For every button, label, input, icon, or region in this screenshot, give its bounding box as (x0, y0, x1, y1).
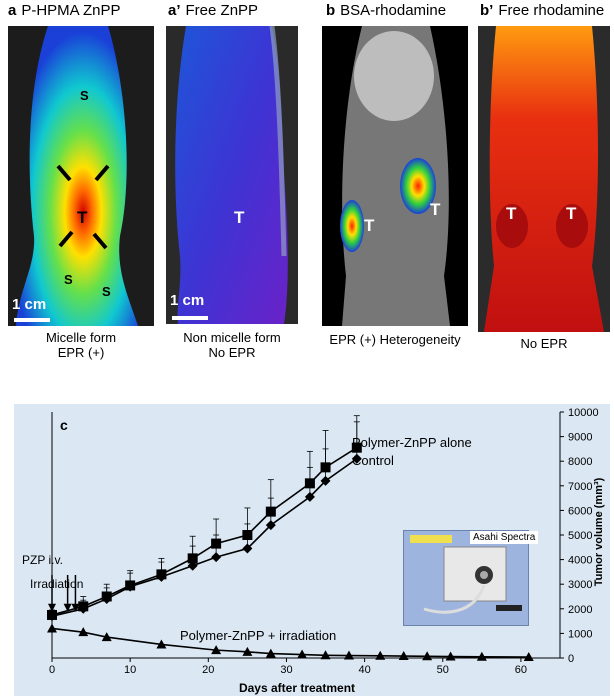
data-point-triangle (47, 623, 57, 633)
y-tick-label: 0 (568, 653, 574, 665)
panel-b-prime-t-label-2: T (566, 204, 577, 223)
y-tick-label: 3000 (568, 579, 592, 591)
data-point-triangle (101, 632, 112, 642)
panel-b-image (322, 26, 468, 326)
data-point-triangle (445, 651, 456, 661)
series-label-polymer-znpp-alone: Polymer-ZnPP alone (352, 435, 472, 450)
treatment-arrow-head (63, 603, 72, 612)
x-tick-label: 30 (280, 664, 292, 676)
panel-b-caption: EPR (+) Heterogeneity (329, 332, 461, 347)
y-tick-label: 7000 (568, 481, 592, 493)
panel-a-prime-t-label: T (234, 208, 245, 227)
series-line-3 (51, 627, 529, 658)
annotation-irradiation: Irradiation (30, 577, 83, 591)
x-tick-label: 40 (358, 664, 370, 676)
data-point-diamond (101, 593, 112, 604)
data-point-diamond (125, 581, 136, 592)
chart-x-axis-label: Days after treatment (239, 681, 355, 695)
data-point-diamond (320, 475, 331, 486)
y-tick-label: 2000 (568, 604, 592, 616)
y-tick-label: 1000 (568, 628, 592, 640)
panel-b-t-label-2: T (430, 200, 441, 219)
panel-a-t-label: T (77, 208, 88, 227)
panel-a-prime-title: a’ Free ZnPP (168, 2, 259, 19)
panel-b-t-label-1: T (364, 216, 375, 235)
chart-y-axis-label: Tumor volume (mm³) (593, 477, 605, 586)
x-tick-label: 60 (515, 664, 527, 676)
y-tick-label: 5000 (568, 530, 592, 542)
data-point-diamond (242, 543, 253, 554)
panel-b-prime-caption: No EPR (520, 336, 568, 351)
panel-a-s-label-3: S (102, 284, 111, 299)
treatment-arrow-head (48, 603, 56, 612)
data-point-triangle (422, 651, 433, 661)
y-tick-label: 4000 (568, 555, 592, 567)
asahi-spectra-inset-photo: Asahi Spectra (403, 530, 539, 626)
panel-b-prime-image (478, 26, 610, 332)
y-tick-label: 6000 (568, 505, 592, 517)
data-point-triangle (476, 651, 487, 661)
data-point-diamond (47, 611, 57, 622)
data-point-triangle (242, 646, 253, 656)
data-point-diamond (351, 453, 362, 464)
data-point-triangle (375, 650, 386, 660)
annotation-pzp-iv: PZP i.v. (22, 553, 63, 567)
data-point-triangle (320, 650, 331, 660)
data-point-diamond (304, 491, 315, 502)
data-point-triangle (156, 639, 167, 649)
panel-a-prime-image (166, 26, 298, 324)
panel-b-prime-t-label-1: T (506, 204, 517, 223)
data-point-triangle (78, 627, 89, 637)
panel-a-scalebar-label: 1 cm (12, 296, 47, 313)
panel-a-prime-caption: Non micelle form No EPR (183, 330, 281, 360)
x-tick-label: 10 (124, 664, 136, 676)
data-point-triangle (523, 652, 534, 662)
panel-a-title: a P-HPMA ZnPP (8, 2, 121, 19)
series-line-2 (51, 458, 358, 617)
panel-a-prime-scalebar-label: 1 cm (170, 292, 205, 309)
data-point-diamond (211, 552, 222, 563)
data-point-triangle (265, 648, 276, 658)
y-tick-label: 9000 (568, 432, 592, 444)
series-line-1 (51, 446, 358, 616)
y-tick-label: 8000 (568, 456, 592, 468)
data-point-diamond (78, 603, 89, 614)
x-tick-label: 50 (437, 664, 449, 676)
y-tick-label: 10000 (568, 407, 599, 419)
data-point-triangle (297, 649, 308, 659)
data-point-triangle (211, 645, 222, 655)
x-tick-label: 0 (49, 664, 55, 676)
panel-b-title: b BSA-rhodamine (326, 2, 447, 19)
panel-a-s-label-2: S (64, 272, 73, 287)
chart-panel-letter: c (60, 417, 68, 433)
series-label-polymer-znpp-irradiation: Polymer-ZnPP + irradiation (180, 628, 336, 643)
data-point-triangle (343, 650, 354, 660)
data-point-diamond (265, 520, 276, 531)
data-point-diamond (156, 571, 167, 582)
panel-a-caption: Micelle form EPR (+) (45, 330, 117, 360)
x-tick-label: 20 (202, 664, 214, 676)
data-point-diamond (187, 560, 198, 571)
series-label-control: Control (352, 453, 394, 468)
panel-b-prime-title: b’ Free rhodamine (480, 2, 605, 19)
data-point-triangle (398, 651, 409, 661)
inset-label: Asahi Spectra (470, 531, 539, 544)
panel-a-image (8, 26, 154, 326)
panel-a-s-label-1: S (80, 88, 89, 103)
